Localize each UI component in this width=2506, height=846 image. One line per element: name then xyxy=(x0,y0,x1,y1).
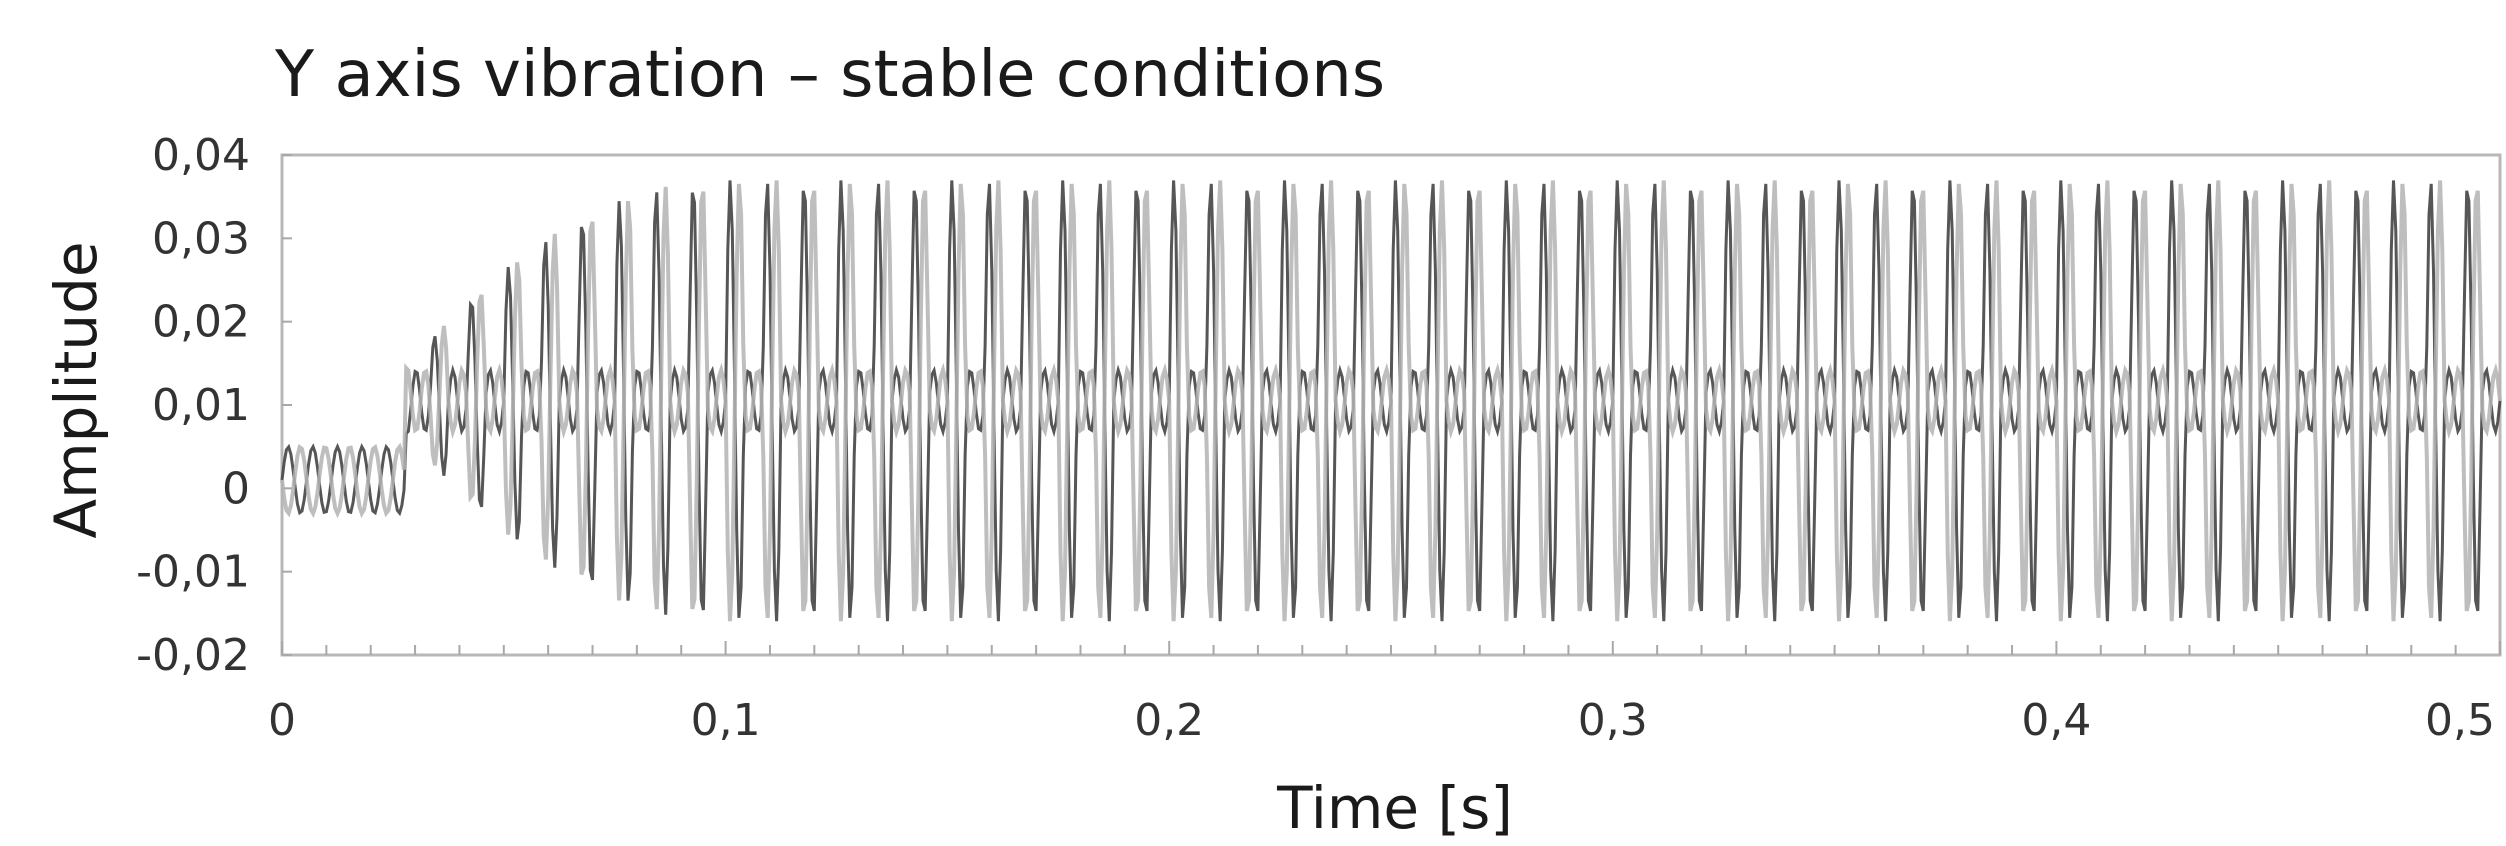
y-tick-label: 0,01 xyxy=(152,380,250,431)
y-tick-label: -0,02 xyxy=(136,630,250,681)
x-tick-label: 0,5 xyxy=(2425,695,2495,746)
y-tick-label: 0,03 xyxy=(152,213,250,264)
x-tick-label: 0,4 xyxy=(2021,695,2091,746)
x-axis-label: Time [s] xyxy=(1276,774,1513,842)
y-tick-label: 0 xyxy=(222,463,250,514)
x-tick-label: 0,3 xyxy=(1578,695,1648,746)
y-tick-label: -0,01 xyxy=(136,547,250,598)
y-tick-labels: 0,04 0,03 0,02 0,01 0 -0,01 -0,02 xyxy=(136,130,250,681)
x-tick-label: 0,2 xyxy=(1134,695,1204,746)
y-tick-label: 0,04 xyxy=(152,130,250,181)
x-tick-labels: 0 0,1 0,2 0,3 0,4 0,5 xyxy=(268,695,2495,746)
x-tick-label: 0 xyxy=(268,695,296,746)
axis-tick-marks xyxy=(281,154,2501,656)
y-axis-label: Amplitude xyxy=(42,241,110,538)
series-group xyxy=(280,180,2502,622)
y-tick-label: 0,02 xyxy=(152,297,250,348)
chart-title: Y axis vibration – stable conditions xyxy=(274,38,1385,112)
x-tick-label: 0,1 xyxy=(691,695,761,746)
series-line xyxy=(280,180,2502,622)
